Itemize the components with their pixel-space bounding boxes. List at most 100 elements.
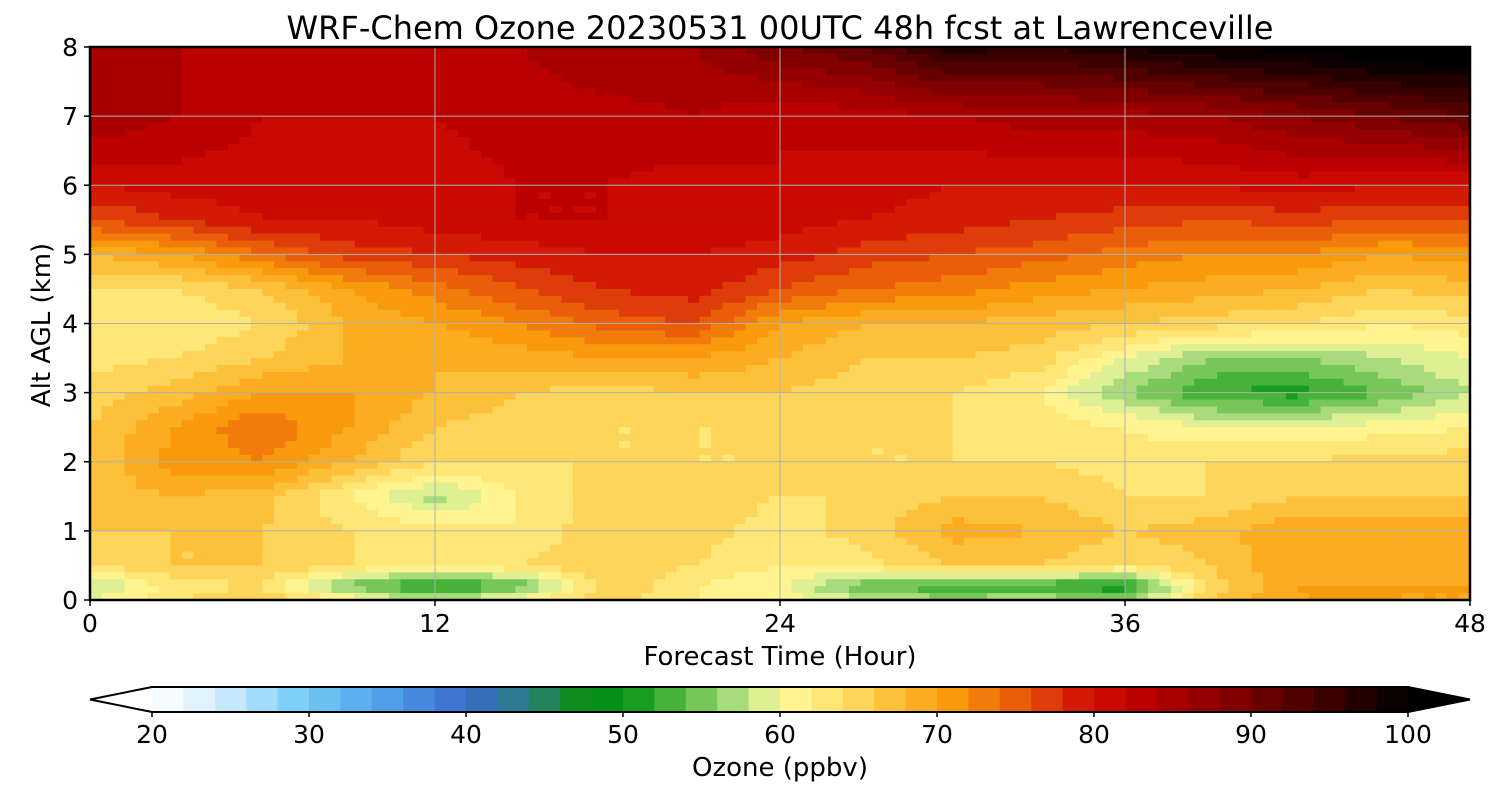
heatmap-cell (504, 254, 516, 262)
heatmap-cell (930, 234, 942, 242)
heatmap-cell (734, 254, 746, 262)
heatmap-cell (205, 310, 217, 318)
heatmap-cell (263, 109, 275, 117)
heatmap-cell (401, 88, 413, 96)
heatmap-cell (1240, 178, 1252, 186)
heatmap-cell (332, 109, 344, 117)
heatmap-cell (470, 289, 482, 297)
heatmap-cell (217, 261, 229, 269)
heatmap-cell (1275, 282, 1287, 290)
heatmap-cell (1401, 289, 1413, 297)
heatmap-cell (677, 268, 689, 276)
heatmap-cell (1194, 303, 1206, 311)
heatmap-cell (631, 130, 643, 138)
heatmap-cell (1447, 116, 1459, 124)
heatmap-cell (1378, 241, 1390, 249)
heatmap-cell (987, 82, 999, 90)
heatmap-cell (826, 310, 838, 318)
heatmap-cell (746, 199, 758, 207)
heatmap-cell (148, 261, 160, 269)
heatmap-cell (1033, 151, 1045, 159)
heatmap-cell (976, 275, 988, 283)
heatmap-cell (1309, 185, 1321, 193)
heatmap-cell (780, 324, 792, 332)
heatmap-cell (1436, 185, 1448, 193)
heatmap-cell (861, 95, 873, 103)
heatmap-cell (861, 303, 873, 311)
heatmap-cell (274, 123, 286, 131)
heatmap-cell (274, 165, 286, 173)
heatmap-cell (930, 317, 942, 325)
heatmap-cell (1206, 130, 1218, 138)
heatmap-cell (1125, 88, 1137, 96)
heatmap-cell (1309, 289, 1321, 297)
heatmap-cell (194, 303, 206, 311)
heatmap-cell (1344, 261, 1356, 269)
heatmap-cell (1206, 75, 1218, 83)
heatmap-cell (1125, 220, 1137, 228)
heatmap-cell (1194, 254, 1206, 262)
heatmap-cell (1171, 303, 1183, 311)
heatmap-cell (895, 199, 907, 207)
heatmap-cell (550, 261, 562, 269)
heatmap-cell (148, 234, 160, 242)
heatmap-cell (872, 130, 884, 138)
heatmap-cell (251, 130, 263, 138)
heatmap-cell (815, 130, 827, 138)
heatmap-cell (700, 68, 712, 76)
heatmap-cell (872, 282, 884, 290)
heatmap-cell (1378, 75, 1390, 83)
heatmap-cell (1229, 261, 1241, 269)
heatmap-cell (1447, 296, 1459, 304)
heatmap-cell (1194, 123, 1206, 131)
heatmap-cell (1137, 247, 1149, 255)
heatmap-cell (1378, 151, 1390, 159)
heatmap-cell (1263, 178, 1275, 186)
heatmap-cell (194, 116, 206, 124)
heatmap-cell (1321, 61, 1333, 69)
heatmap-cell (1114, 61, 1126, 69)
heatmap-cell (240, 268, 252, 276)
heatmap-cell (182, 54, 194, 62)
heatmap-cell (1252, 61, 1264, 69)
heatmap-cell (182, 213, 194, 221)
heatmap-cell (1229, 234, 1241, 242)
heatmap-cell (1298, 130, 1310, 138)
heatmap-cell (665, 61, 677, 69)
heatmap-cell (631, 324, 643, 332)
heatmap-cell (677, 185, 689, 193)
heatmap-cell (884, 330, 896, 338)
heatmap-cell (608, 317, 620, 325)
heatmap-cell (366, 158, 378, 166)
heatmap-cell (136, 109, 148, 117)
heatmap-cell (1114, 185, 1126, 193)
heatmap-cell (884, 254, 896, 262)
heatmap-cell (550, 268, 562, 276)
heatmap-cell (458, 227, 470, 235)
heatmap-cell (1160, 234, 1172, 242)
heatmap-cell (1355, 82, 1367, 90)
heatmap-cell (964, 109, 976, 117)
heatmap-cell (1102, 310, 1114, 318)
heatmap-cell (895, 171, 907, 179)
heatmap-cell (90, 151, 102, 159)
heatmap-cell (677, 220, 689, 228)
heatmap-cell (711, 268, 723, 276)
heatmap-cell (1367, 303, 1379, 311)
heatmap-cell (516, 227, 528, 235)
heatmap-cell (1240, 102, 1252, 110)
heatmap-cell (470, 116, 482, 124)
heatmap-cell (665, 158, 677, 166)
heatmap-cell (332, 206, 344, 214)
heatmap-cell (274, 254, 286, 262)
heatmap-cell (240, 68, 252, 76)
heatmap-cell (895, 75, 907, 83)
heatmap-cell (1045, 178, 1057, 186)
heatmap-cell (1436, 303, 1448, 311)
heatmap-cell (1068, 192, 1080, 200)
heatmap-cell (539, 303, 551, 311)
heatmap-cell (964, 61, 976, 69)
heatmap-cell (700, 130, 712, 138)
heatmap-cell (1114, 268, 1126, 276)
heatmap-cell (895, 324, 907, 332)
